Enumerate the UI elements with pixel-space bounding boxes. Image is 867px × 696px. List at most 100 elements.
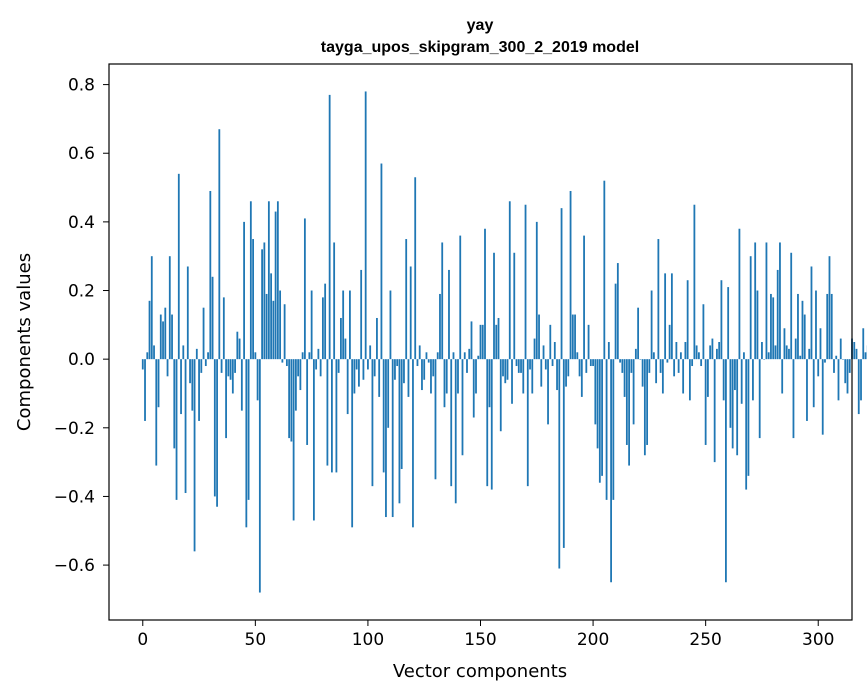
bar-276: [763, 359, 766, 360]
bar-131: [436, 352, 439, 360]
bar-320: [862, 328, 865, 360]
bar-40: [231, 359, 234, 394]
bar-92: [349, 290, 351, 360]
bar-317: [855, 348, 858, 360]
bar-19: [184, 359, 187, 494]
bar-42: [236, 331, 239, 360]
bar-63: [283, 304, 286, 360]
bar-252: [709, 345, 712, 360]
bar-218: [632, 359, 635, 425]
bar-291: [797, 293, 799, 360]
bar-158: [497, 317, 500, 360]
chart-title: yay: [467, 17, 494, 34]
bar-120: [412, 359, 414, 528]
bar-65: [288, 359, 291, 439]
bar-17: [180, 359, 182, 415]
bar-121: [414, 177, 417, 360]
x-axis-ticks: 0 50 100 150 200 250 300: [137, 620, 834, 650]
bar-104: [376, 317, 378, 360]
bar-135: [445, 359, 448, 394]
bar-266: [740, 359, 743, 404]
bar-153: [486, 359, 489, 487]
bar-184: [556, 359, 558, 391]
bar-111: [391, 359, 394, 518]
bar-314: [848, 359, 851, 373]
plot-frame: [108, 63, 853, 621]
bar-223: [643, 359, 646, 456]
bar-181: [549, 324, 552, 360]
bar-302: [821, 359, 824, 435]
bar-200: [592, 359, 594, 367]
bar-147: [472, 359, 475, 418]
bar-112: [394, 359, 396, 380]
y-tick-label: −0.2: [54, 419, 95, 439]
bar-78: [317, 348, 320, 360]
bar-101: [369, 345, 372, 360]
bar-307: [833, 359, 835, 373]
bar-262: [731, 359, 734, 449]
bar-174: [533, 338, 536, 360]
bar-248: [700, 359, 703, 367]
bar-216: [628, 359, 630, 466]
bar-124: [421, 359, 423, 391]
y-tick-label: 0.4: [68, 213, 95, 233]
bar-91: [346, 359, 349, 415]
bar-129: [432, 359, 435, 377]
bar-173: [531, 359, 534, 394]
bar-169: [522, 359, 525, 394]
bar-212: [619, 359, 621, 363]
bar-264: [736, 359, 739, 456]
bar-103: [373, 359, 376, 377]
bar-226: [650, 290, 653, 360]
bar-45: [243, 221, 245, 360]
bar-284: [781, 359, 784, 394]
bar-318: [857, 359, 860, 415]
x-tick-label: 150: [464, 630, 496, 650]
x-tick-label: 50: [245, 630, 267, 650]
bar-99: [364, 91, 367, 360]
bar-126: [425, 352, 428, 360]
bar-188: [565, 359, 567, 387]
y-tick-label: 0.2: [68, 282, 95, 302]
bar-177: [540, 359, 543, 387]
bar-230: [659, 359, 662, 373]
bar-301: [819, 328, 822, 360]
bar-289: [792, 359, 795, 439]
bar-186: [560, 208, 563, 360]
bar-127: [427, 359, 430, 363]
bar-157: [495, 324, 498, 360]
bar-202: [596, 359, 599, 449]
bar-222: [641, 359, 644, 387]
bar-257: [720, 280, 723, 360]
bar-294: [803, 314, 806, 360]
bar-140: [457, 359, 459, 394]
bar-253: [711, 338, 714, 360]
bar-321: [864, 352, 867, 360]
bar-154: [488, 359, 491, 408]
bar-107: [382, 359, 385, 473]
bar-270: [749, 256, 752, 360]
bar-197: [585, 359, 588, 373]
bar-206: [605, 359, 608, 500]
bar-110: [389, 290, 392, 360]
bar-164: [511, 359, 513, 404]
bar-156: [493, 252, 495, 360]
bar-237: [675, 342, 678, 360]
bar-93: [351, 359, 354, 528]
bar-179: [544, 359, 547, 370]
bar-59: [274, 211, 277, 360]
bar-137: [450, 359, 453, 487]
bar-211: [616, 263, 619, 360]
bar-168: [520, 359, 522, 373]
bar-138: [452, 352, 455, 360]
bar-167: [517, 359, 520, 373]
bar-61: [279, 290, 282, 360]
bar-269: [747, 359, 750, 476]
bar-50: [254, 352, 257, 360]
bar-18: [182, 345, 185, 360]
bar-142: [461, 359, 464, 456]
bar-53: [261, 249, 263, 360]
bar-108: [385, 359, 387, 518]
bar-306: [830, 293, 833, 360]
